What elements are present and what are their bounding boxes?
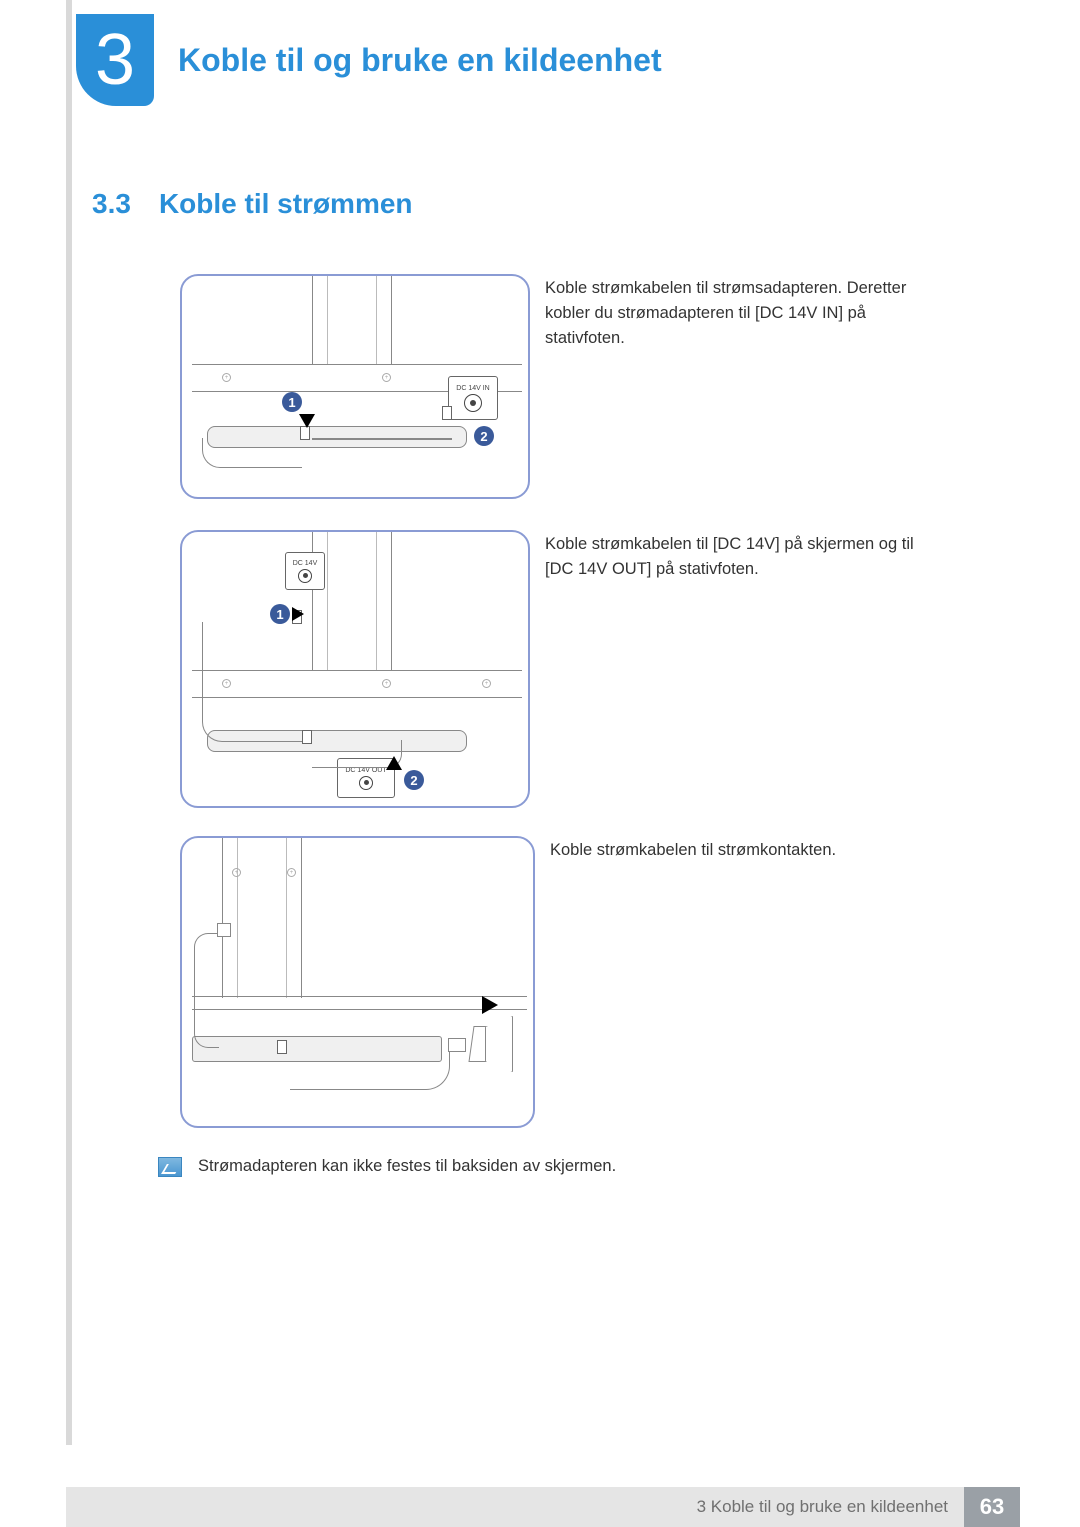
step-2: DC 14V + + + DC 14V OUT 1 2 Koble strømk… [180,530,915,808]
chapter-title: Koble til og bruke en kildeenhet [178,42,662,79]
section-title: Koble til strømmen [159,188,413,219]
section-heading: 3.3 Koble til strømmen [92,188,413,220]
note: Strømadapteren kan ikke festes til baksi… [158,1157,616,1177]
diagram-1: + + DC 14V IN 1 2 [180,274,530,499]
callout-badge-4: 2 [404,770,424,790]
callout-badge-3: 1 [270,604,290,624]
step-1: + + DC 14V IN 1 2 Koble strømkabelen til… [180,274,915,499]
diagram-3: + + [180,836,535,1128]
page-number: 63 [964,1487,1020,1527]
callout-badge-2: 2 [474,426,494,446]
manual-page: 3 Koble til og bruke en kildeenhet 3.3 Ko… [0,0,1080,1527]
step-3-desc: Koble strømkabelen til strømkontakten. [550,836,920,863]
step-3: + + Koble strømkabelen til strømkontakte… [180,836,920,1128]
note-icon [158,1157,182,1177]
chapter-number: 3 [95,19,135,101]
footer-text: 3 Koble til og bruke en kildeenhet [66,1487,964,1527]
step-2-desc: Koble strømkabelen til [DC 14V] på skjer… [545,530,915,582]
section-number: 3.3 [92,188,131,220]
side-strip [66,0,72,1445]
port-label-dc14vin: DC 14V IN [456,385,489,392]
note-text: Strømadapteren kan ikke festes til baksi… [198,1157,616,1176]
callout-badge-1: 1 [282,392,302,412]
chapter-tab: 3 [76,14,154,106]
footer: 3 Koble til og bruke en kildeenhet 63 [66,1487,1020,1527]
port-label-dc14v: DC 14V [293,560,318,567]
step-1-desc: Koble strømkabelen til strømsadapteren. … [545,274,915,350]
diagram-2: DC 14V + + + DC 14V OUT 1 2 [180,530,530,808]
